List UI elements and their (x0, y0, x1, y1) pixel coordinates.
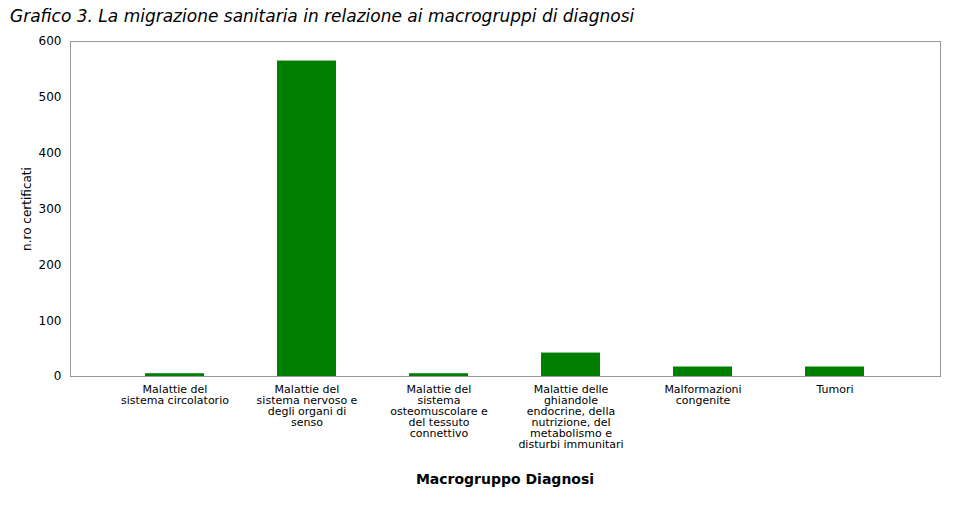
svg-text:500: 500 (39, 90, 62, 104)
svg-text:0: 0 (54, 369, 62, 383)
svg-text:Tumori: Tumori (815, 383, 853, 396)
svg-text:n.ro certificati: n.ro certificati (20, 167, 34, 251)
svg-text:300: 300 (39, 202, 62, 216)
svg-text:600: 600 (39, 34, 62, 48)
svg-text:Malattie delsistema circolator: Malattie delsistema circolatorio (121, 383, 229, 407)
svg-text:Malattie delsistemaosteomuscol: Malattie delsistemaosteomuscolare edel t… (390, 383, 488, 440)
svg-text:Malformazionicongenite: Malformazionicongenite (664, 383, 741, 407)
html-text:Macrogruppo Diagnosi: Macrogruppo Diagnosi (415, 471, 595, 487)
svg-text:100: 100 (39, 314, 62, 328)
html-text:Grafico 3. La migrazione sanit: Grafico 3. La migrazione sanitaria in re… (10, 6, 635, 26)
svg-text:Malattie delsistema nervoso ed: Malattie delsistema nervoso edegli organ… (257, 383, 358, 429)
svg-text:Malattie delleghiandoleendocri: Malattie delleghiandoleendocrine, dellan… (518, 383, 623, 451)
svg-text:400: 400 (39, 146, 62, 160)
svg-text:200: 200 (39, 258, 62, 272)
